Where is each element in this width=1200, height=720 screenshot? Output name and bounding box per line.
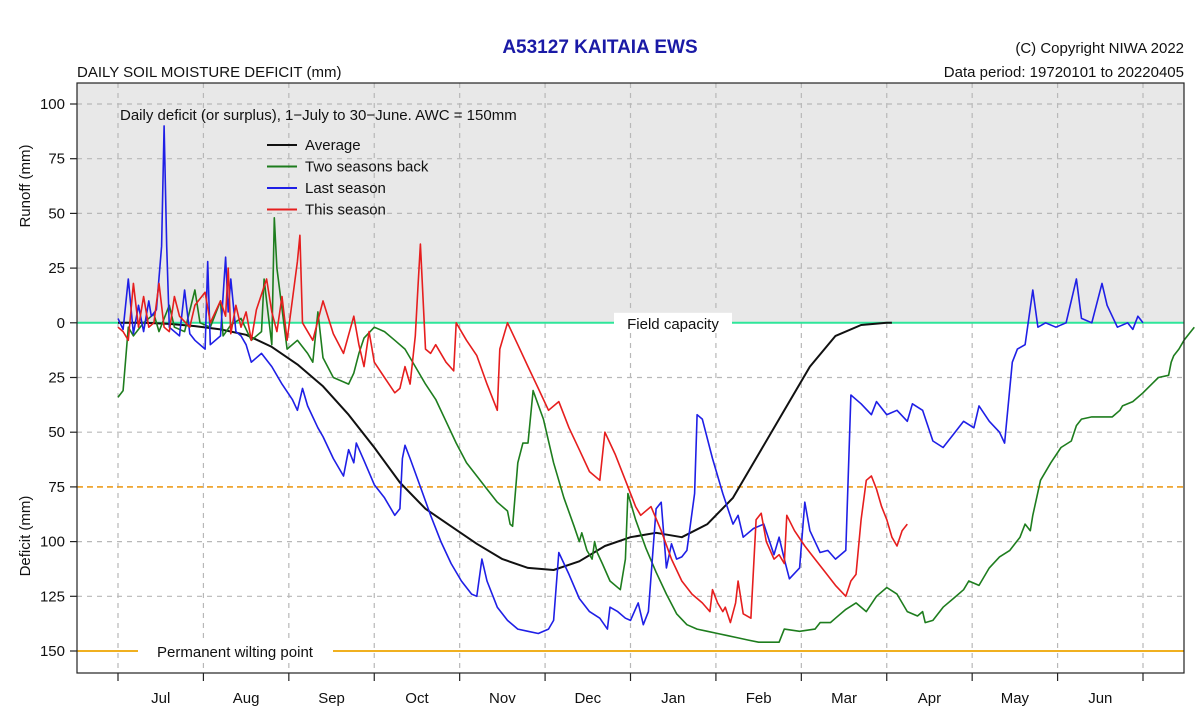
month-label: Feb	[746, 690, 772, 707]
series-this-season	[117, 234, 908, 624]
month-label: Oct	[405, 690, 429, 707]
wilting-point-label: Permanent wilting point	[157, 644, 314, 661]
month-label: Dec	[574, 690, 601, 707]
month-label: Mar	[831, 690, 857, 707]
y-tick-label: 50	[48, 424, 65, 441]
runoff-area	[77, 83, 1184, 323]
reference-lines	[77, 321, 1184, 652]
y-tick-label: 75	[48, 479, 65, 496]
wilting-point-label-bg	[138, 641, 333, 661]
axis-labels: Runoff (mm) Deficit (mm)	[17, 144, 34, 576]
month-label: May	[1001, 690, 1030, 707]
month-label: Jan	[661, 690, 685, 707]
month-label: Jun	[1088, 690, 1112, 707]
y-tick-label: 25	[48, 370, 65, 387]
y-tick-label: 100	[40, 534, 65, 551]
legend-label-last-season: Last season	[305, 180, 386, 197]
y-tick-label: 0	[57, 315, 65, 332]
chart-title: A53127 KAITAIA EWS	[502, 37, 697, 58]
legend: Average Two seasons back Last season This s…	[267, 137, 429, 219]
series-last-season	[117, 125, 1144, 635]
series-two-seasons-back	[117, 217, 1195, 643]
month-label: Apr	[918, 690, 941, 707]
y-tick-label: 100	[40, 96, 65, 113]
annotations: Daily deficit (or surplus), 1−July to 30…	[120, 107, 732, 661]
y-tick-label: 75	[48, 151, 65, 168]
month-label: Sep	[318, 690, 345, 707]
y-label-deficit: Deficit (mm)	[17, 496, 34, 577]
copyright-text: (C) Copyright NIWA 2022	[1015, 40, 1184, 57]
data-series	[117, 125, 1195, 643]
y-tick-label: 50	[48, 205, 65, 222]
legend-label-this-season: This season	[305, 202, 386, 219]
y-label-runoff: Runoff (mm)	[17, 144, 34, 227]
y-tick-label: 25	[48, 260, 65, 277]
field-capacity-label-bg	[614, 312, 732, 333]
runoff-background	[77, 83, 1184, 323]
y-tick-label: 150	[40, 643, 65, 660]
data-period-text: Data period: 19720101 to 20220405	[944, 64, 1184, 81]
month-label: Nov	[489, 690, 516, 707]
field-capacity-label: Field capacity	[627, 316, 719, 333]
month-label: Aug	[233, 690, 260, 707]
y-axis-ticks: 100 75 50 25 0 25 50 75 100 125 150	[40, 96, 77, 660]
series-average	[118, 321, 892, 571]
y-top-caption: DAILY SOIL MOISTURE DEFICIT (mm)	[77, 64, 341, 81]
x-axis-ticks: Jul Aug Sep Oct Nov Dec Jan Feb Mar Apr May Jun	[117, 673, 1144, 707]
legend-label-average: Average	[305, 137, 361, 154]
legend-label-two-seasons-back: Two seasons back	[305, 159, 429, 176]
chart-subtitle: Daily deficit (or surplus), 1−July to 30…	[120, 107, 517, 124]
month-label: Jul	[151, 690, 170, 707]
y-tick-label: 125	[40, 588, 65, 605]
